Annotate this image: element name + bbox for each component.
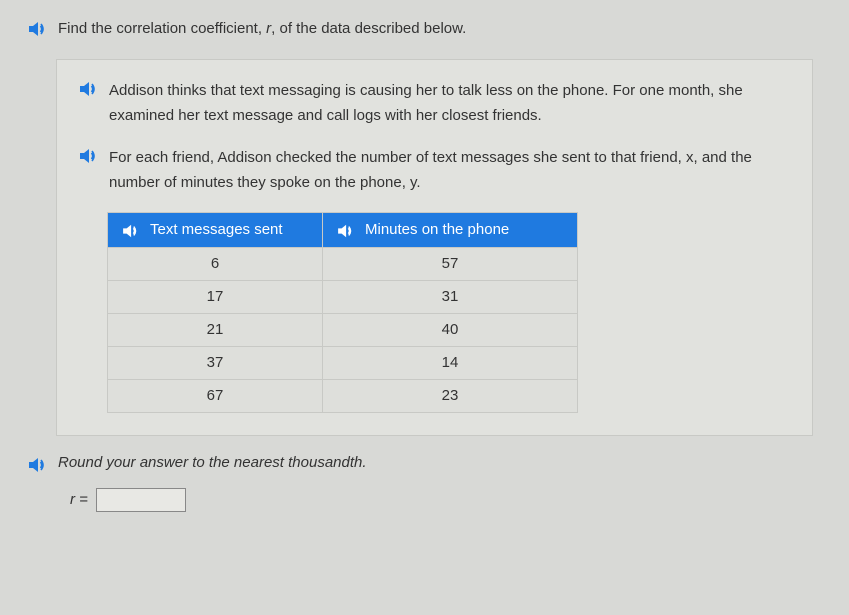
table-header-y: Minutes on the phone [323,212,578,247]
footer-instruction-text: Round your answer to the nearest thousan… [58,454,367,471]
answer-input[interactable] [96,488,186,512]
speaker-icon[interactable] [28,456,50,474]
answer-row: r = [70,488,821,512]
data-table: Text messages sent Minutes on the phone … [107,212,578,413]
paragraph-2: For each friend, Addison checked the num… [79,145,790,196]
paragraph-1-text: Addison thinks that text messaging is ca… [109,78,790,129]
col-y-label: Minutes on the phone [365,221,509,238]
speaker-icon[interactable] [337,223,357,239]
cell: 67 [108,379,323,412]
footer-instruction: Round your answer to the nearest thousan… [28,454,821,474]
table-row: 6723 [108,379,578,412]
cell: 57 [323,247,578,280]
paragraph-2-text: For each friend, Addison checked the num… [109,145,790,196]
context-box: Addison thinks that text messaging is ca… [56,59,813,436]
cell: 23 [323,379,578,412]
speaker-icon[interactable] [79,147,101,165]
table-row: 2140 [108,313,578,346]
table-body: 657 1731 2140 3714 6723 [108,247,578,412]
speaker-icon[interactable] [28,20,50,38]
question-prefix: Find the correlation coefficient, [58,20,266,37]
cell: 37 [108,346,323,379]
cell: 14 [323,346,578,379]
cell: 40 [323,313,578,346]
table-row: 657 [108,247,578,280]
speaker-icon[interactable] [79,80,101,98]
table-header-row: Text messages sent Minutes on the phone [108,212,578,247]
cell: 6 [108,247,323,280]
paragraph-1: Addison thinks that text messaging is ca… [79,78,790,129]
answer-label: r = [70,491,88,508]
cell: 17 [108,280,323,313]
col-x-label: Text messages sent [150,221,283,238]
main-question: Find the correlation coefficient, r, of … [28,18,821,41]
speaker-icon[interactable] [122,223,142,239]
cell: 31 [323,280,578,313]
table-row: 3714 [108,346,578,379]
table-header-x: Text messages sent [108,212,323,247]
question-text: Find the correlation coefficient, r, of … [58,18,466,41]
question-suffix: , of the data described below. [271,20,466,37]
cell: 21 [108,313,323,346]
table-row: 1731 [108,280,578,313]
